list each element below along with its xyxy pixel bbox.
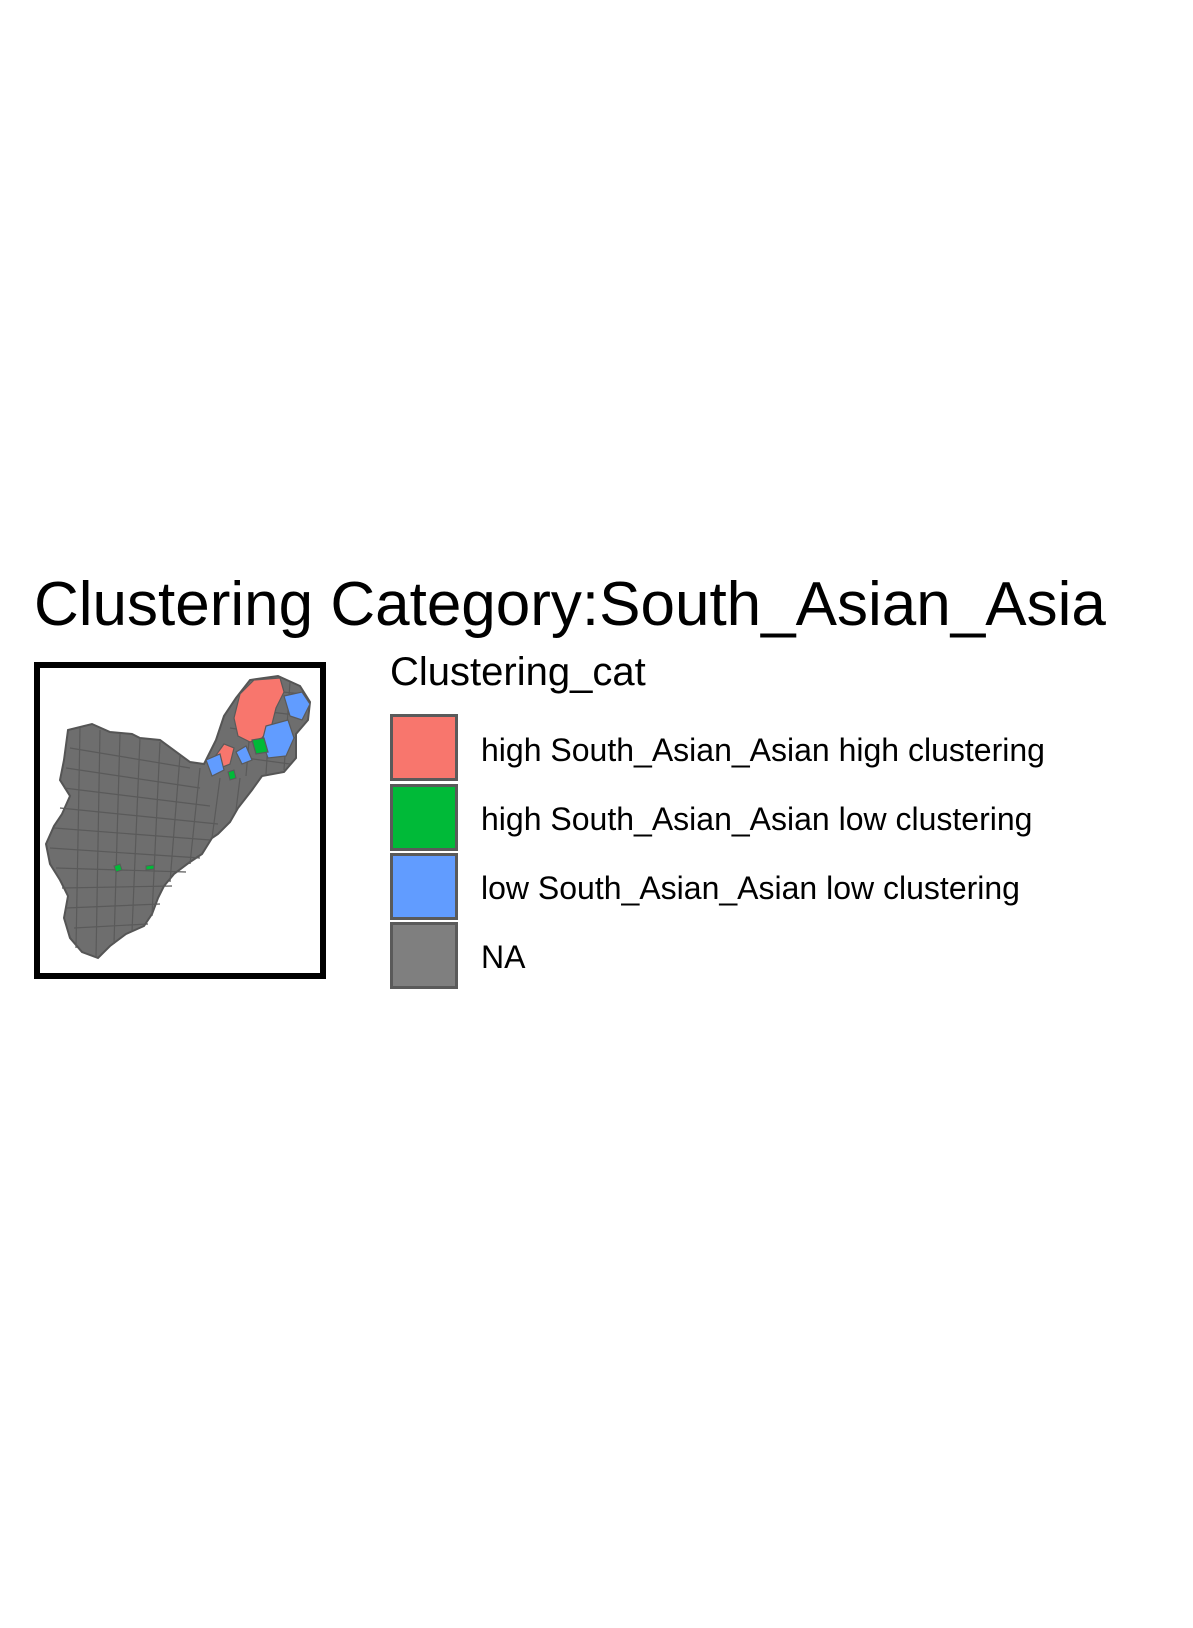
high-low-cluster-4	[145, 864, 155, 871]
legend-label-low-low: low South_Asian_Asian low clustering	[481, 870, 1020, 906]
high-low-cluster-3	[113, 863, 123, 873]
legend-key-high-high	[390, 714, 458, 781]
legend-label-na: NA	[481, 939, 526, 975]
map-title: Clustering Category:South_Asian_Asia	[34, 570, 1106, 639]
philadelphia-tract-map	[44, 674, 312, 960]
high-low-cluster	[251, 737, 269, 755]
map-panel	[34, 662, 326, 979]
legend-title: Clustering_cat	[390, 650, 646, 694]
legend-key-na	[390, 922, 458, 989]
low-low-cluster-3	[205, 753, 225, 777]
legend-label-high-high: high South_Asian_Asian high clustering	[481, 732, 1045, 768]
low-low-cluster-4	[235, 745, 253, 765]
legend-key-high-low	[390, 784, 458, 851]
legend-key-low-low	[390, 853, 458, 920]
high-low-cluster-2	[227, 769, 237, 781]
low-low-cluster	[283, 691, 311, 721]
legend-label-high-low: high South_Asian_Asian low clustering	[481, 801, 1033, 837]
